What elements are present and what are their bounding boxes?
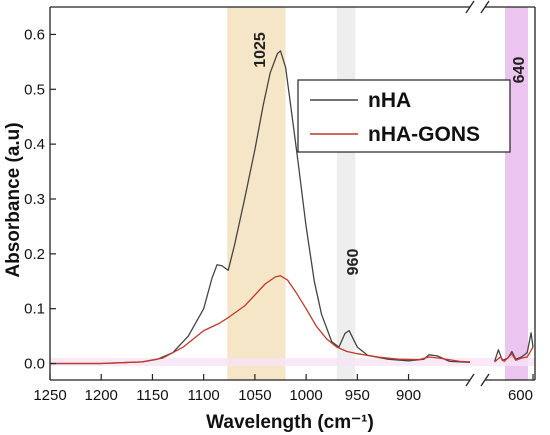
series-line-nHA	[493, 332, 534, 362]
x-tick-label: 1250	[33, 387, 66, 404]
legend-label-nHA[interactable]: nHA	[368, 89, 411, 112]
x-tick-label: 600	[508, 387, 533, 404]
legend-label-nHA-GONS[interactable]: nHA-GONS	[368, 123, 480, 146]
highlight-band-640	[505, 7, 528, 380]
y-tick-label: 0.4	[24, 136, 45, 153]
series-lines	[50, 50, 534, 365]
legend[interactable]: nHA nHA-GONS	[297, 79, 511, 153]
x-tick-label: 900	[396, 387, 421, 404]
y-tick-label: 0.3	[24, 191, 45, 208]
y-tick-label: 0.1	[24, 301, 45, 318]
band-label-640: 640	[511, 57, 528, 84]
baseline-strip	[50, 358, 535, 367]
tick-labels: 0.0 0.1 0.2 0.3 0.4 0.5 0.6 1250 1200 1150 1100 105…	[24, 26, 534, 404]
x-tick-label: 1200	[85, 387, 118, 404]
axes	[49, 0, 536, 387]
y-axis-title: Absorbance (a.u)	[3, 122, 24, 277]
axis-break-mark	[465, 373, 475, 387]
y-tick-label: 0.0	[24, 356, 45, 373]
x-axis-title: Wavelength (cm⁻¹)	[206, 412, 374, 433]
highlight-band-1025	[227, 7, 286, 380]
x-tick-label: 1000	[289, 387, 322, 404]
x-tick-label: 1050	[238, 387, 271, 404]
series-line-nHA-GONS	[50, 275, 471, 365]
y-tick-label: 0.5	[24, 81, 45, 98]
band-label-1025: 1025	[252, 32, 269, 68]
axis-break-mark-top	[480, 0, 490, 14]
highlight-band-960	[336, 7, 356, 380]
series-line-nHA-GONS	[494, 346, 534, 363]
y-tick-label: 0.2	[24, 246, 45, 263]
axis-break-mark	[480, 373, 490, 387]
highlight-bands: 1025 960 640	[50, 7, 535, 380]
y-tick-label: 0.6	[24, 26, 45, 43]
x-tick-label: 1100	[188, 387, 220, 404]
legend-box	[297, 79, 511, 153]
x-tick-label: 950	[345, 387, 370, 404]
x-tick-label: 1150	[136, 387, 168, 404]
axis-break-mark-top	[465, 0, 475, 14]
series-line-nHA	[50, 50, 471, 365]
band-label-960: 960	[345, 249, 362, 276]
